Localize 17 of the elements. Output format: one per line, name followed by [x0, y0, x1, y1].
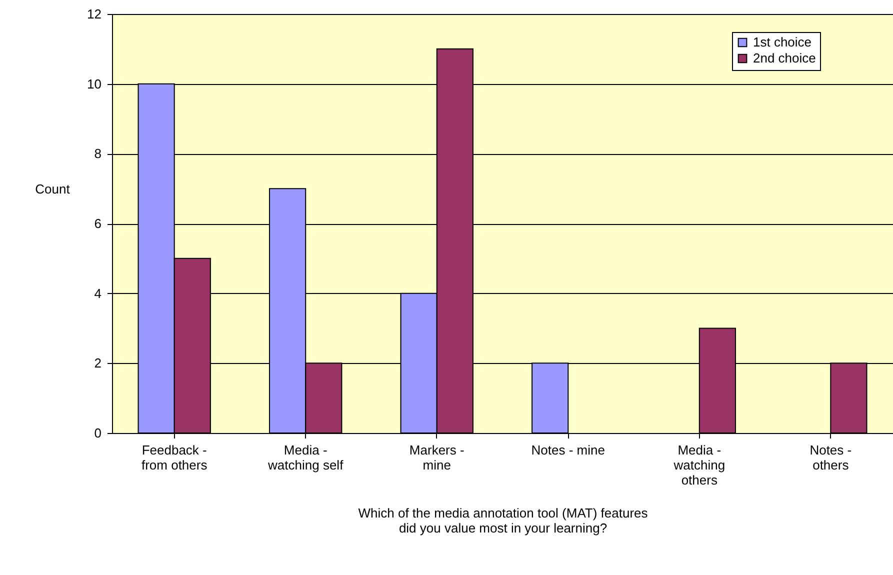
y-tick-label: 12: [87, 6, 102, 22]
legend-label: 2nd choice: [753, 50, 816, 66]
x-tick-label: Markers - mine: [409, 442, 464, 472]
y-axis-title: Count: [35, 182, 70, 196]
x-tick-label: Notes - mine: [531, 442, 605, 458]
x-tick-label: Media - watching others: [672, 442, 726, 488]
x-tick-label: Feedback - from others: [141, 442, 208, 472]
y-tick-label: 2: [94, 356, 102, 371]
x-tick-label: Notes - others: [810, 442, 852, 472]
y-tick-label: 10: [87, 76, 102, 92]
x-axis-title: Which of the media annotation tool (MAT) features did you value most in your learning?: [358, 506, 648, 536]
y-tick-label: 4: [94, 286, 102, 301]
legend-label: 1st choice: [753, 34, 812, 50]
x-tick-label: Media - watching self: [267, 442, 344, 472]
y-tick-label: 0: [94, 426, 102, 440]
y-tick-label: 8: [94, 146, 102, 162]
y-tick-label: 6: [94, 216, 102, 231]
